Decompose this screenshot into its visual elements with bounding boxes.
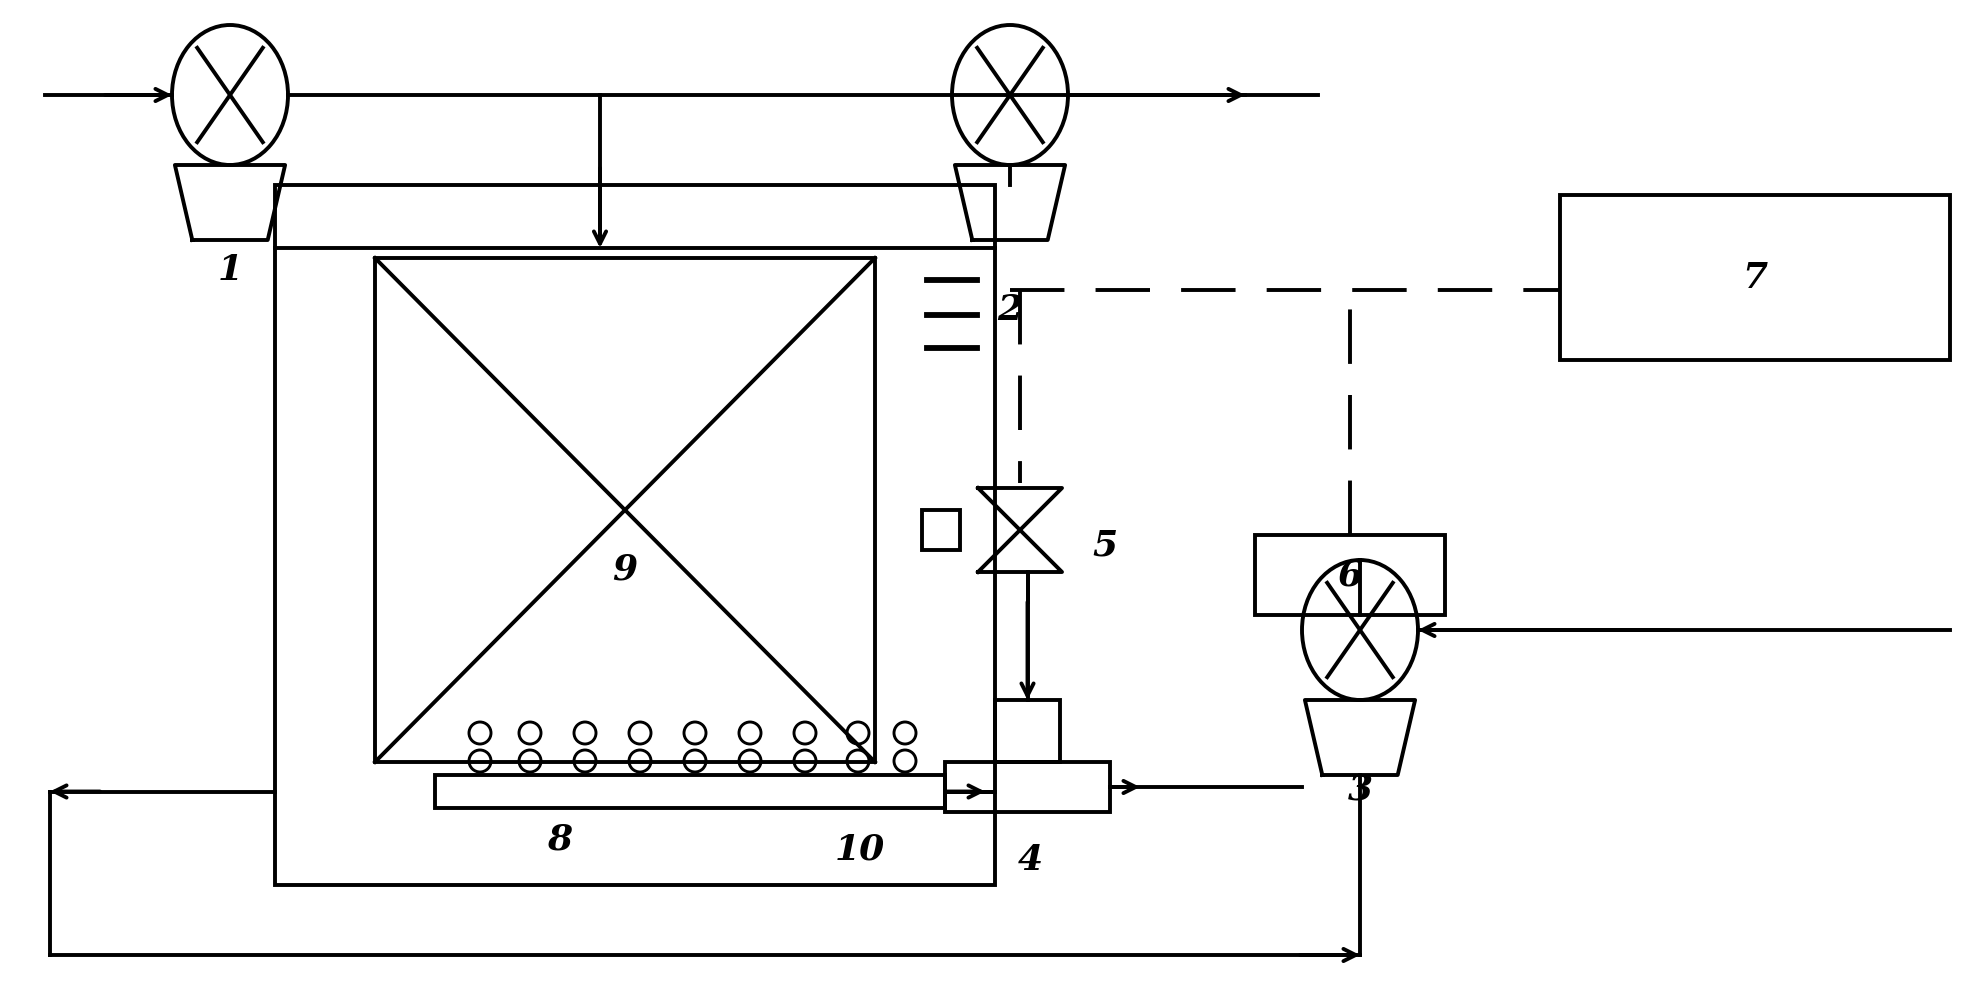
Bar xyxy=(374,258,875,762)
Text: 8: 8 xyxy=(548,823,573,857)
Text: 5: 5 xyxy=(1093,528,1117,562)
Text: 6: 6 xyxy=(1338,558,1363,592)
Text: 9: 9 xyxy=(613,553,638,587)
Bar xyxy=(1255,535,1446,615)
Text: 10: 10 xyxy=(835,833,885,867)
Bar xyxy=(1560,195,1950,360)
Text: 1: 1 xyxy=(217,253,242,287)
Text: 2: 2 xyxy=(997,293,1022,327)
Bar xyxy=(922,510,959,550)
Text: 7: 7 xyxy=(1741,261,1767,295)
Bar xyxy=(995,700,1060,762)
Text: 4: 4 xyxy=(1017,843,1042,877)
Bar xyxy=(435,775,946,808)
Bar xyxy=(276,185,995,885)
Text: 3: 3 xyxy=(1347,773,1373,807)
Bar xyxy=(946,762,1109,812)
